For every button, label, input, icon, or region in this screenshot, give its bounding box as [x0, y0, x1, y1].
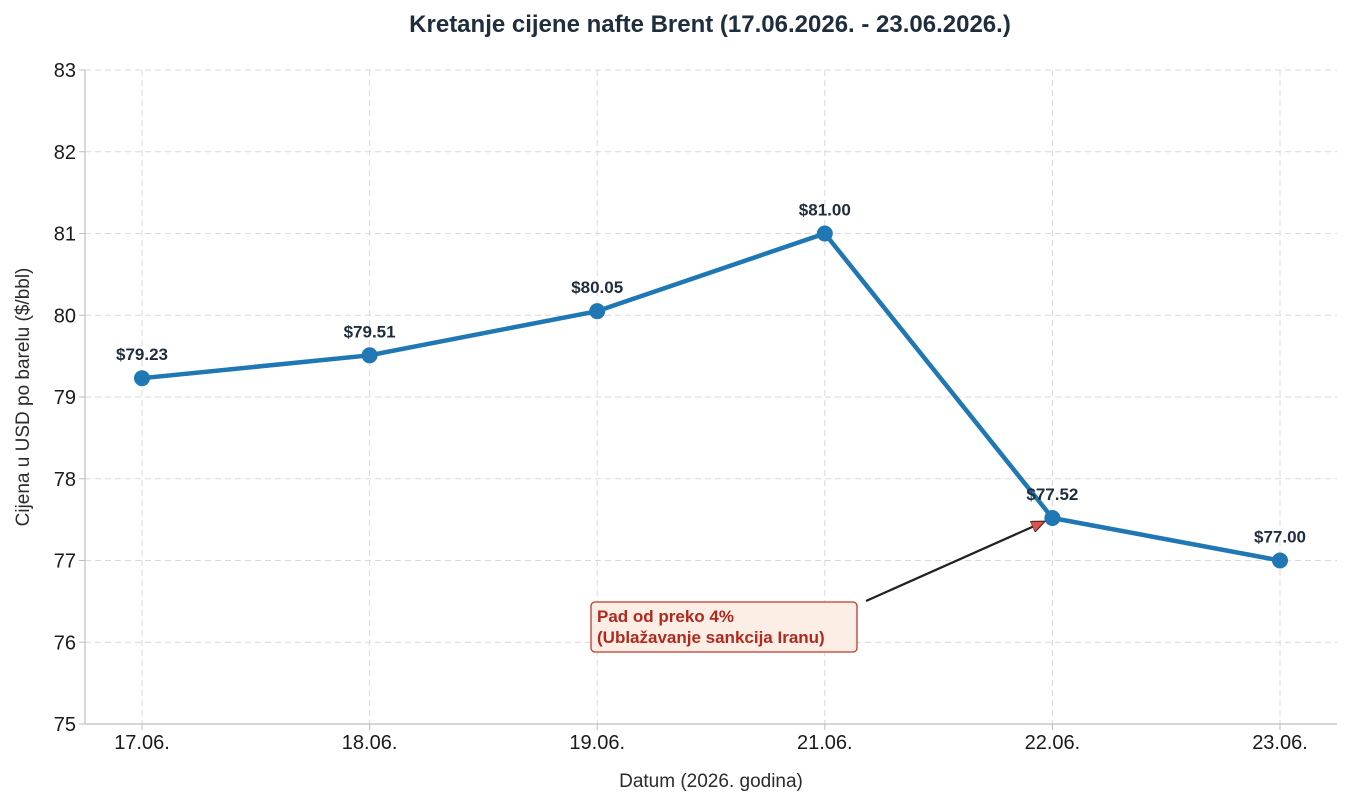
x-axis-label: Datum (2026. godina): [619, 771, 803, 792]
data-label: $77.00: [1254, 528, 1306, 547]
data-label: $79.23: [116, 345, 168, 364]
data-point: [589, 303, 606, 320]
y-axis-label: Cijena u USD po barelu ($/bbl): [13, 268, 34, 527]
x-tick-label: 17.06.: [114, 732, 170, 754]
y-tick-label: 81: [54, 224, 76, 246]
y-tick-label: 80: [54, 305, 76, 327]
y-tick-label: 79: [54, 387, 76, 409]
y-tick-label: 76: [54, 632, 76, 654]
x-tick-label: 22.06.: [1025, 732, 1081, 754]
annotation-arrow: [865, 522, 1043, 603]
y-tick-label: 83: [54, 60, 76, 82]
annotation-box: [590, 601, 858, 653]
data-label: $81.00: [799, 201, 851, 220]
data-label: $79.51: [344, 322, 396, 341]
y-tick-labels: 75 76 77 78 79 80 81 82 83: [54, 60, 85, 736]
x-tick-label: 23.06.: [1252, 732, 1308, 754]
data-label: $77.52: [1026, 485, 1078, 504]
data-point: [1044, 509, 1061, 526]
data-point: [816, 225, 833, 242]
y-tick-label: 78: [54, 469, 76, 491]
x-tick-label: 21.06.: [797, 732, 853, 754]
data-label: $80.05: [571, 278, 623, 297]
annotation-text-line1: Pad od preko 4%: [597, 607, 734, 626]
x-tick-label: 18.06.: [342, 732, 398, 754]
y-tick-label: 77: [54, 551, 76, 573]
data-point: [134, 370, 150, 387]
data-point: [361, 347, 378, 364]
x-tick-label: 19.06.: [569, 732, 625, 754]
annotation: Pad od preko 4% (Ublažavanje sankcija Ir…: [590, 522, 1043, 653]
data-point: [1272, 552, 1288, 569]
y-tick-label: 75: [54, 714, 76, 736]
annotation-text-line2: (Ublažavanje sankcija Iranu): [597, 628, 825, 647]
chart-title: Kretanje cijene nafte Brent (17.06.2026.…: [409, 11, 1011, 38]
series-line: [139, 231, 1283, 563]
x-tick-labels: 17.06. 18.06. 19.06. 21.06. 22.06. 23.06.: [114, 724, 1308, 754]
series-layer: $79.23 $79.51 $80.05 $81.00 $77.52 $77.00: [116, 201, 1306, 569]
y-tick-label: 82: [54, 142, 76, 164]
